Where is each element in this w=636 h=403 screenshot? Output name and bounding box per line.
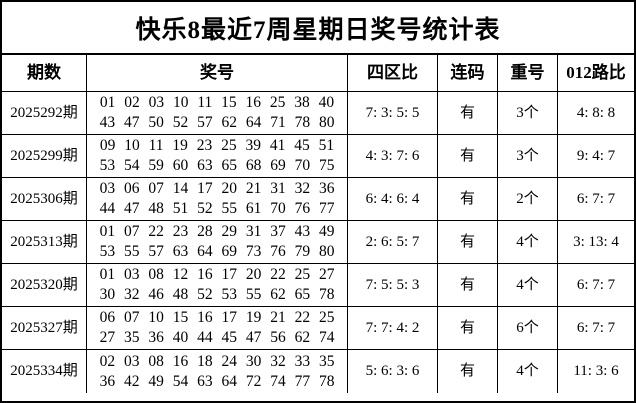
numbers-line-2: 53 54 59 60 63 65 68 69 70 75 [99, 157, 335, 174]
header-consecutive: 连码 [438, 55, 498, 91]
period-cell: 2025299期 [2, 135, 87, 177]
table-row: 2025292期 01 02 03 10 11 15 16 25 38 40 4… [2, 92, 634, 135]
numbers-line-1: 01 07 22 23 28 29 31 37 43 49 [99, 223, 335, 240]
numbers-cell: 02 03 08 16 18 24 30 32 33 35 36 42 49 5… [87, 350, 348, 393]
table-row: 2025334期 02 03 08 16 18 24 30 32 33 35 3… [2, 350, 634, 393]
consecutive-cell: 有 [438, 178, 498, 220]
numbers-line-2: 53 55 57 63 64 69 73 76 79 80 [99, 243, 335, 260]
period-cell: 2025327期 [2, 307, 87, 349]
period-cell: 2025334期 [2, 350, 87, 393]
table-header-row: 期数 奖号 四区比 连码 重号 012路比 [2, 55, 634, 92]
table-row: 2025327期 06 07 10 15 16 17 19 21 22 25 2… [2, 307, 634, 350]
zone-ratio-cell: 7: 7: 4: 2 [348, 307, 438, 349]
consecutive-cell: 有 [438, 92, 498, 134]
numbers-cell: 06 07 10 15 16 17 19 21 22 25 27 35 36 4… [87, 307, 348, 349]
consecutive-cell: 有 [438, 135, 498, 177]
period-cell: 2025306期 [2, 178, 87, 220]
numbers-line-2: 44 47 48 51 52 55 61 70 76 77 [99, 200, 335, 217]
numbers-cell: 01 03 08 12 16 17 20 22 25 27 30 32 46 4… [87, 264, 348, 306]
numbers-cell: 03 06 07 14 17 20 21 31 32 36 44 47 48 5… [87, 178, 348, 220]
road-ratio-cell: 4: 8: 8 [576, 104, 616, 121]
zone-ratio-cell: 6: 4: 6: 4 [348, 178, 438, 220]
zone-ratio-cell: 4: 3: 7: 6 [348, 135, 438, 177]
repeat-cell: 2个 [498, 178, 558, 220]
numbers-line-1: 02 03 08 16 18 24 30 32 33 35 [99, 352, 335, 370]
zone-ratio-cell: 7: 3: 5: 5 [348, 92, 438, 134]
numbers-line-2: 36 42 49 54 63 64 72 74 77 78 [99, 372, 335, 390]
consecutive-cell: 有 [438, 221, 498, 263]
road-ratio-cell: 11: 3: 6 [573, 363, 619, 380]
consecutive-cell: 有 [438, 264, 498, 306]
repeat-cell: 3个 [498, 135, 558, 177]
header-period: 期数 [2, 55, 87, 91]
repeat-cell: 4个 [498, 264, 558, 306]
road-ratio-cell: 6: 7: 7 [576, 190, 616, 207]
numbers-line-1: 09 10 11 19 23 25 39 41 45 51 [99, 137, 335, 154]
consecutive-cell: 有 [438, 307, 498, 349]
repeat-cell: 4个 [498, 221, 558, 263]
consecutive-cell: 有 [438, 350, 498, 393]
period-cell: 2025292期 [2, 92, 87, 134]
header-numbers: 奖号 [87, 55, 348, 91]
numbers-line-2: 43 47 50 52 57 62 64 71 78 80 [99, 114, 335, 131]
zone-ratio-cell: 7: 5: 5: 3 [348, 264, 438, 306]
table-row: 2025299期 09 10 11 19 23 25 39 41 45 51 5… [2, 135, 634, 178]
numbers-line-1: 03 06 07 14 17 20 21 31 32 36 [99, 180, 335, 197]
period-cell: 2025313期 [2, 221, 87, 263]
repeat-cell: 3个 [498, 92, 558, 134]
zone-ratio-cell: 5: 6: 3: 6 [348, 350, 438, 393]
page-title: 快乐8最近7周星期日奖号统计表 [2, 2, 634, 55]
road-ratio-cell: 6: 7: 7 [576, 319, 616, 336]
numbers-line-2: 30 32 46 48 52 53 55 62 65 78 [99, 286, 335, 303]
numbers-cell: 01 07 22 23 28 29 31 37 43 49 53 55 57 6… [87, 221, 348, 263]
numbers-cell: 01 02 03 10 11 15 16 25 38 40 43 47 50 5… [87, 92, 348, 134]
numbers-line-1: 06 07 10 15 16 17 19 21 22 25 [99, 309, 335, 326]
road-ratio-cell: 6: 7: 7 [576, 276, 616, 293]
header-repeat: 重号 [498, 55, 558, 91]
header-zone-ratio: 四区比 [348, 55, 438, 91]
numbers-line-1: 01 03 08 12 16 17 20 22 25 27 [99, 266, 335, 283]
table-row: 2025313期 01 07 22 23 28 29 31 37 43 49 5… [2, 221, 634, 264]
road-ratio-cell: 9: 4: 7 [576, 147, 616, 164]
zone-ratio-cell: 2: 6: 5: 7 [348, 221, 438, 263]
road-ratio-cell: 3: 13: 4 [573, 233, 619, 250]
numbers-cell: 09 10 11 19 23 25 39 41 45 51 53 54 59 6… [87, 135, 348, 177]
repeat-cell: 6个 [498, 307, 558, 349]
table-row: 2025320期 01 03 08 12 16 17 20 22 25 27 3… [2, 264, 634, 307]
numbers-line-1: 01 02 03 10 11 15 16 25 38 40 [99, 94, 335, 111]
numbers-line-2: 27 35 36 40 44 45 47 56 62 74 [99, 329, 335, 346]
period-cell: 2025320期 [2, 264, 87, 306]
header-road-ratio: 012路比 [566, 63, 626, 83]
table-row: 2025306期 03 06 07 14 17 20 21 31 32 36 4… [2, 178, 634, 221]
repeat-cell: 4个 [498, 350, 558, 393]
